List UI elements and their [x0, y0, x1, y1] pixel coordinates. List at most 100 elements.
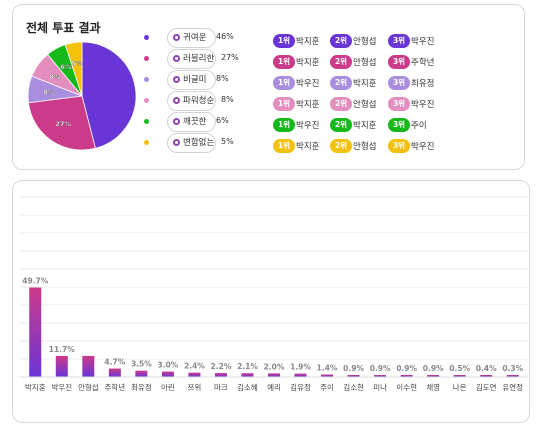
bar[interactable] — [374, 375, 387, 377]
category-label: 비글미 — [183, 75, 207, 85]
rank-badge: 2위 — [330, 138, 352, 153]
category-tick-label: 아린 — [161, 382, 175, 392]
rank-name: 박우진 — [411, 141, 435, 152]
bar[interactable] — [400, 375, 413, 377]
rank-badge: 1위 — [273, 54, 295, 69]
bar-value-label: 0.4% — [476, 364, 497, 373]
rank-name: 박지훈 — [353, 78, 377, 89]
bar-value-label: 0.3% — [502, 364, 523, 373]
rank-name: 박우진 — [296, 78, 320, 89]
category-label: 파워청순 — [183, 96, 215, 106]
category-tick-label: 마크 — [214, 383, 228, 392]
bar[interactable] — [480, 375, 493, 377]
category-button[interactable]: 변함없는 — [167, 133, 216, 153]
category-row[interactable]: 변함없는 5% 1위 박지훈 2위 안형섭 3위 박우진 — [140, 133, 510, 153]
rank-badge: 1위 — [273, 33, 295, 48]
category-label: 깨끗한 — [183, 117, 207, 127]
bar[interactable] — [29, 287, 42, 377]
rank-entry: 2위 안형섭 — [330, 93, 377, 111]
category-row[interactable]: 비글미 8% 1위 박우진 2위 박지훈 3위 최유정 — [140, 70, 510, 90]
category-label: 변함없는 — [183, 138, 215, 148]
category-tick-label: 이수현 — [396, 382, 417, 392]
rank-badge: 1위 — [273, 138, 295, 153]
rank-entry: 1위 박지훈 — [273, 51, 320, 69]
rank-badge: 3위 — [388, 117, 410, 132]
bar[interactable] — [82, 355, 95, 377]
category-tick-label: 김소혜 — [237, 382, 258, 392]
pie-slice-label: 5% — [71, 59, 83, 67]
bar-value-label: 11.7% — [49, 345, 76, 354]
bar[interactable] — [453, 375, 466, 377]
category-percent: 5% — [221, 137, 234, 146]
rank-name: 주이 — [411, 120, 427, 131]
category-button[interactable]: 비글미 — [167, 70, 216, 90]
bar[interactable] — [135, 370, 148, 377]
category-row[interactable]: 러블리한 27% 1위 박지훈 2위 안형섭 3위 주학년 — [140, 49, 510, 69]
category-dot — [144, 119, 149, 124]
card-title: 전체 투표 결과 — [26, 21, 101, 35]
category-percent: 46% — [216, 32, 234, 41]
radio-ring-icon — [173, 139, 180, 146]
bar[interactable] — [108, 368, 121, 377]
category-tick-label: 김소현 — [343, 382, 364, 392]
pie-slice-label: 8% — [49, 73, 61, 81]
bar-value-label: 2.1% — [237, 362, 258, 371]
category-tick-label: 박우진 — [51, 382, 72, 392]
category-row[interactable]: 귀여운 46% 1위 박지훈 2위 안형섭 3위 박우진 — [140, 28, 510, 48]
category-button[interactable]: 러블리한 — [167, 49, 216, 69]
bar[interactable] — [214, 373, 227, 377]
rank-badge: 3위 — [388, 138, 410, 153]
bar-value-label: 3.5% — [131, 360, 152, 369]
category-tick-label: 김도연 — [476, 382, 497, 392]
bar-value-label: 2.4% — [184, 362, 205, 371]
bar-chart: 49.7% 박지훈 11.7% 박우진 안형섭 4.7% 주학년 3.5% 최유정 3.0% 아린 2… — [20, 196, 528, 392]
rank-name: 안형섭 — [353, 141, 377, 152]
category-tick-label: 주학년 — [104, 382, 125, 392]
rank-badge: 3위 — [388, 54, 410, 69]
category-tick-label: 박지훈 — [25, 382, 46, 392]
bar[interactable] — [506, 375, 519, 377]
rank-name: 박지훈 — [296, 99, 320, 110]
category-button[interactable]: 깨끗한 — [167, 112, 216, 132]
bar[interactable] — [427, 375, 440, 377]
bar[interactable] — [347, 375, 360, 377]
rank-badge: 2위 — [330, 33, 352, 48]
radio-ring-icon — [173, 55, 180, 62]
bar[interactable] — [161, 371, 174, 377]
rank-entry: 3위 박우진 — [388, 135, 435, 153]
rank-entry: 3위 박우진 — [388, 30, 434, 48]
bar[interactable] — [294, 373, 307, 377]
category-percent: 8% — [221, 95, 234, 104]
bar[interactable] — [55, 355, 68, 377]
category-row[interactable]: 파워청순 8% 1위 박지훈 2위 안형섭 3위 박우진 — [140, 91, 510, 111]
rank-entry: 3위 최유정 — [388, 72, 435, 90]
rank-badge: 3위 — [388, 33, 410, 48]
member-ranking-card — [12, 180, 530, 423]
category-tick-label: 김유정 — [290, 382, 311, 392]
bar-value-label: 4.7% — [104, 358, 125, 367]
bar-value-label: 3.0% — [157, 361, 178, 370]
category-button[interactable]: 파워청순 — [167, 91, 216, 111]
category-tick-label: 예리 — [267, 382, 281, 392]
rank-name: 최유정 — [411, 78, 435, 89]
bar[interactable] — [321, 374, 334, 377]
rank-entry: 2위 안형섭 — [330, 30, 376, 48]
radio-ring-icon — [173, 34, 180, 41]
rank-name: 주학년 — [411, 57, 435, 68]
bar[interactable] — [241, 373, 254, 377]
pie-chart: 27% 8% 8% 6% 5% — [27, 41, 137, 151]
category-tick-label: 유연정 — [502, 382, 523, 392]
category-dot — [144, 56, 149, 61]
rank-badge: 2위 — [330, 96, 352, 111]
rank-entry: 1위 박우진 — [273, 114, 319, 132]
rank-name: 안형섭 — [353, 99, 377, 110]
bar[interactable] — [188, 372, 201, 377]
category-button[interactable]: 귀여운 — [167, 28, 216, 48]
rank-name: 박지훈 — [296, 57, 320, 68]
rank-badge: 1위 — [273, 75, 295, 90]
category-row[interactable]: 깨끗한 6% 1위 박우진 2위 박지훈 3위 주이 — [140, 112, 510, 132]
bar[interactable] — [268, 373, 280, 377]
bar-value-label: 0.9% — [396, 364, 417, 373]
bar-value-label: 2.0% — [264, 362, 285, 371]
rank-entry: 1위 박지훈 — [273, 93, 320, 111]
